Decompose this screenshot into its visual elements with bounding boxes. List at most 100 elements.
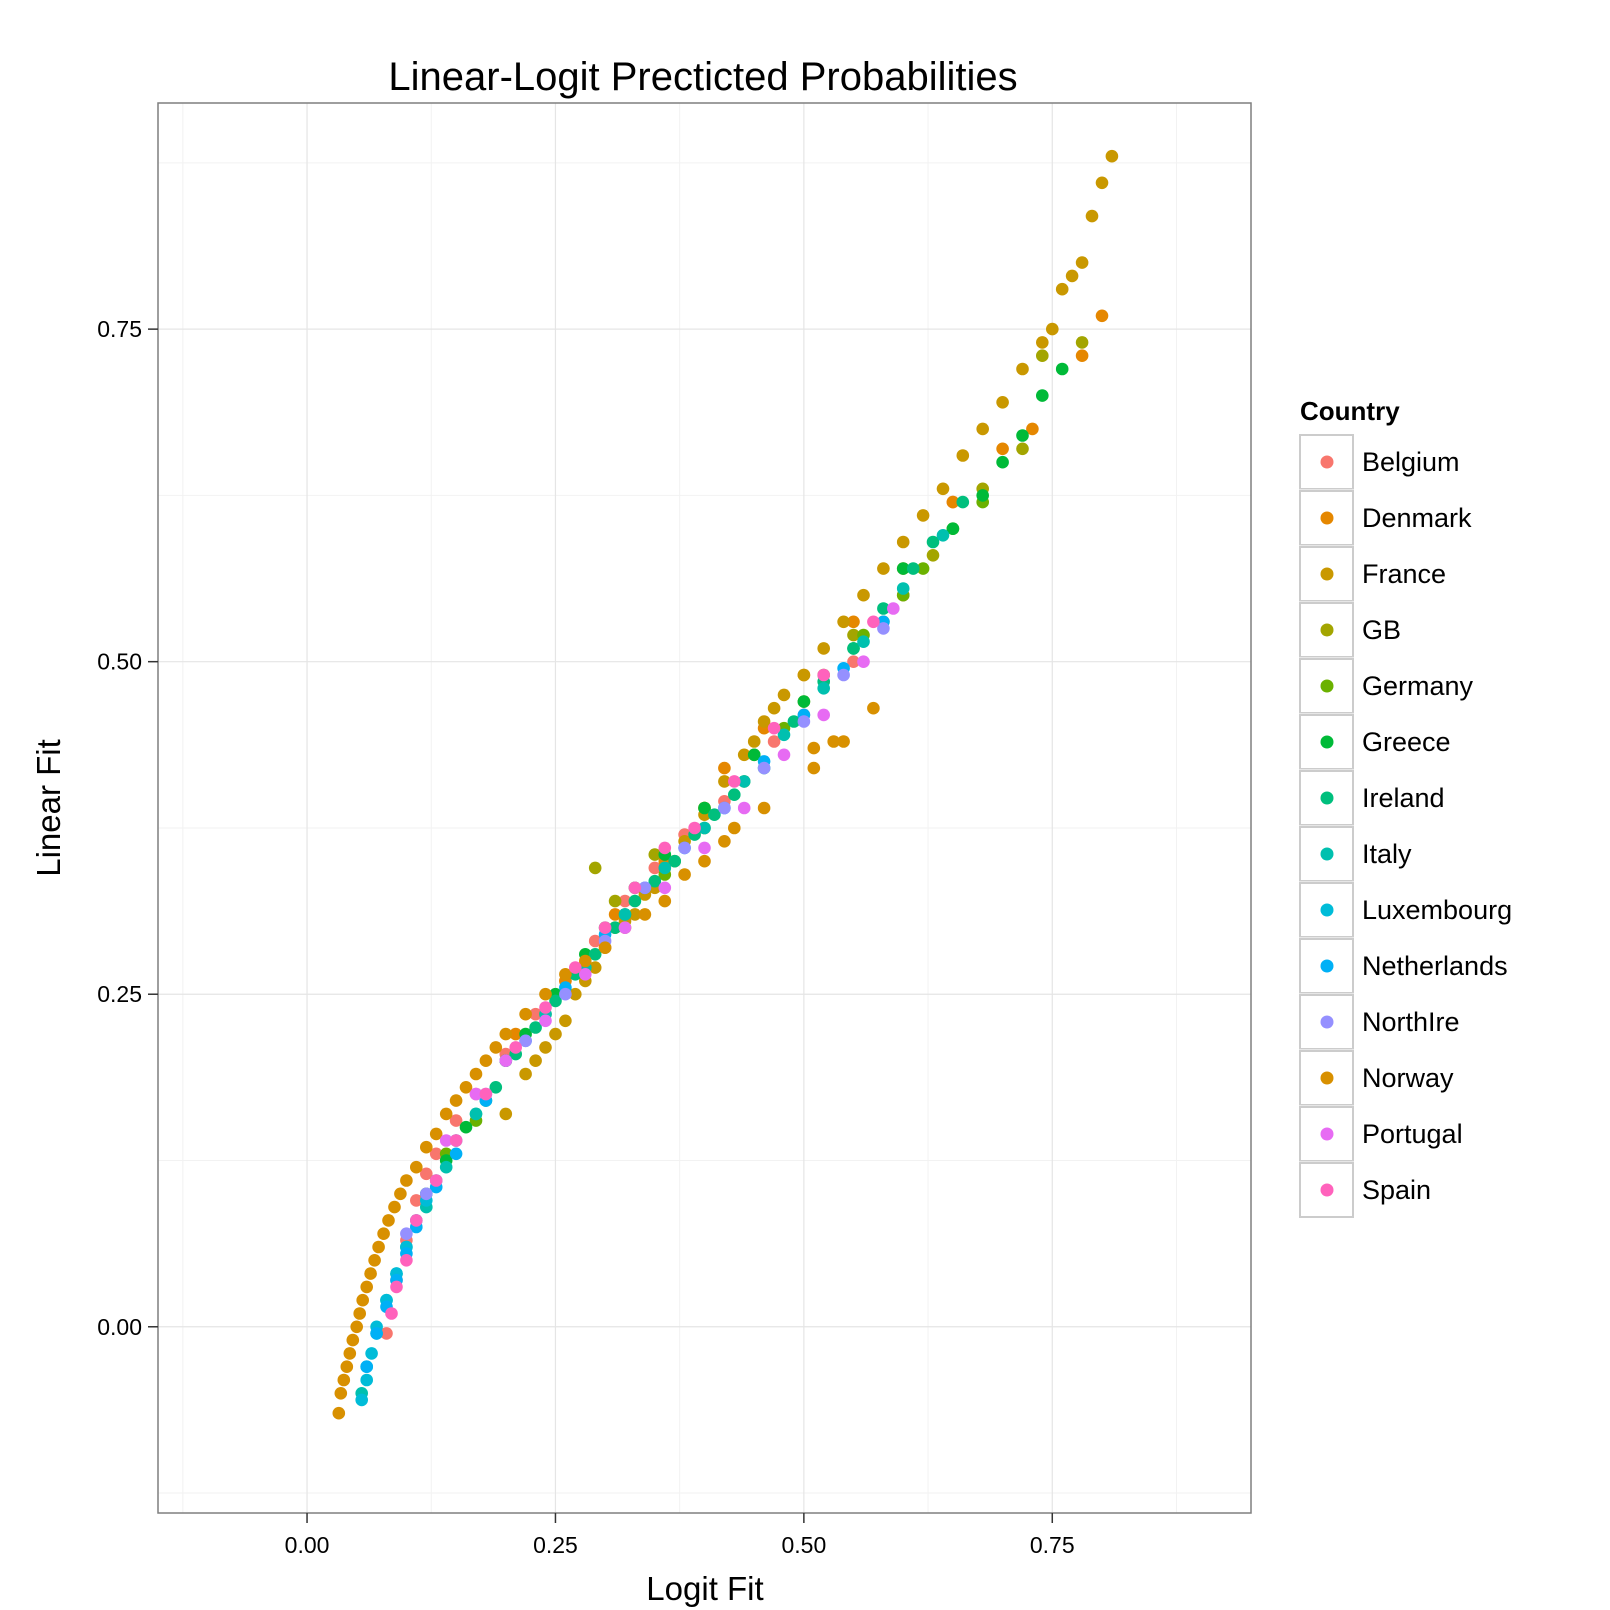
data-point [797,668,811,682]
data-point [469,1067,483,1081]
legend-item: Belgium [1298,433,1460,491]
data-point [936,529,950,542]
data-point [365,1347,378,1360]
data-point [698,801,711,815]
data-point [1036,349,1049,363]
data-point [1095,176,1109,190]
data-point [360,1280,374,1294]
legend-title: Country [1300,396,1400,426]
data-point [648,848,662,861]
data-point [817,682,830,695]
data-point [529,1007,542,1021]
data-point [479,1054,493,1067]
data-point [539,987,552,1001]
legend-label: Denmark [1362,503,1472,533]
major-grid [158,103,1251,1513]
data-point [1026,422,1039,436]
data-point [1075,336,1089,349]
data-point [747,735,761,748]
data-point [946,522,960,535]
data-point [638,908,652,921]
data-point [346,1333,360,1347]
data-point [698,821,711,835]
data-point [857,588,870,602]
data-point [678,841,691,855]
legend-item: NorthIre [1298,993,1460,1051]
panel-border [157,102,1252,1514]
data-point [728,788,741,801]
legend-swatch [1320,791,1334,805]
data-point [976,489,989,502]
data-point [757,761,771,775]
legend-swatch [1320,679,1334,693]
data-point [1036,336,1049,349]
data-point [390,1280,403,1294]
data-point [588,861,602,875]
data-point [439,1107,453,1121]
legend-swatch [1320,1071,1334,1085]
data-point [400,1254,413,1267]
data-point [847,642,860,655]
data-point [857,635,870,648]
data-point [429,1147,443,1161]
legend-swatch [1320,903,1334,917]
legend-label: France [1362,559,1446,589]
data-point [559,968,572,981]
data-point [1016,362,1029,376]
data-point [916,562,930,575]
data-point [817,708,830,722]
legend-label: Ireland [1362,783,1445,813]
data-point [377,1227,390,1240]
legend-swatch [1320,1183,1334,1197]
legend-label: Luxembourg [1362,895,1512,925]
legend-items: Belgium Denmark France GB Germany Greece Irela… [1298,433,1512,1219]
data-point [469,1087,483,1101]
data-point [837,735,850,748]
data-point [449,1114,463,1127]
plot-area [157,102,1252,1514]
data-point [757,715,771,728]
data-point [343,1347,357,1360]
legend-item: Denmark [1298,489,1472,547]
data-point [509,1027,522,1041]
data-point [837,615,850,629]
legend-item: Luxembourg [1298,881,1512,939]
data-point [767,721,781,735]
legend-label: Spain [1362,1175,1431,1205]
data-point [777,688,791,702]
data-point [807,741,821,755]
legend-swatch [1320,511,1334,525]
x-tick-label: 0.00 [285,1532,330,1558]
data-points [332,149,1119,1420]
data-point [867,615,880,629]
data-point [449,1147,463,1161]
data-point [382,1214,395,1227]
data-point [1105,149,1119,163]
legend-swatch [1320,959,1334,973]
data-point [1016,442,1029,456]
data-point [579,968,592,981]
data-point [529,1054,542,1067]
data-point [588,948,602,961]
data-point [817,668,830,682]
legend-label: NorthIre [1362,1007,1460,1037]
data-point [658,841,672,855]
legend-item: Spain [1298,1161,1431,1219]
data-point [618,921,632,934]
data-point [420,1167,433,1181]
data-point [867,701,880,715]
data-point [658,861,672,875]
data-point [549,994,562,1008]
legend-label: Germany [1362,671,1474,701]
series-norway [332,701,880,1420]
data-point [459,1120,473,1134]
data-point [1055,282,1069,296]
legend-label: Greece [1362,727,1451,757]
data-point [1075,349,1089,363]
data-point [598,921,612,934]
data-point [718,801,731,815]
data-point [539,1014,552,1028]
data-point [648,861,662,875]
legend-swatch [1320,847,1334,861]
